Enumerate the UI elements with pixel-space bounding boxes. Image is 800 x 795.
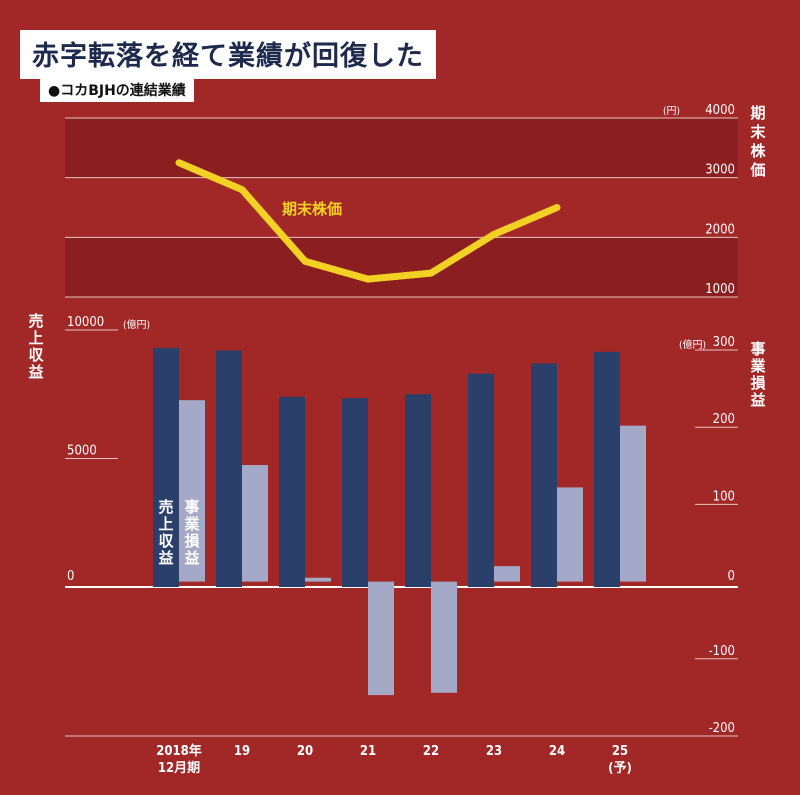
price-tick-label: 4000 [705, 103, 735, 118]
profit-tick-label: -100 [708, 644, 735, 659]
profit-series-label: 事 [184, 498, 199, 516]
x-tick-label: 24 [549, 744, 565, 759]
profit-bar [431, 581, 457, 693]
profit-tick-label: 0 [728, 569, 735, 584]
revenue-axis-label: 収 [28, 346, 44, 364]
x-tick-label: 23 [486, 744, 502, 759]
revenue-tick-label: 5000 [67, 444, 97, 459]
profit-bar [557, 487, 583, 582]
revenue-tick-label: 10000 [67, 315, 104, 330]
revenue-bar [216, 350, 242, 587]
revenue-bar [531, 363, 557, 587]
profit-axis-label: 事 [750, 340, 765, 358]
x-tick-label: (予) [608, 761, 632, 776]
x-tick-label: 25 [612, 744, 628, 759]
price-axis-label: 価 [749, 161, 765, 179]
profit-axis-label: 損 [750, 374, 766, 392]
revenue-series-label: 売 [158, 498, 173, 516]
profit-unit-label: (億円) [679, 338, 706, 351]
profit-bar [494, 566, 520, 582]
x-tick-label: 21 [360, 744, 376, 759]
x-tick-label: 2018年 [156, 743, 202, 759]
price-axis-label: 期 [750, 104, 765, 122]
revenue-series-label: 収 [158, 532, 174, 550]
stock-price-line [175, 159, 561, 283]
stock-price-series-label: 期末株価 [282, 200, 342, 218]
revenue-bar [153, 347, 179, 587]
price-tick-label: 2000 [705, 222, 735, 237]
price-axis-label: 末 [750, 123, 766, 141]
profit-axis-label: 益 [750, 391, 765, 409]
revenue-axis-label: 売 [28, 312, 43, 330]
x-tick-label: 22 [423, 744, 439, 759]
revenue-unit-label: (億円) [123, 318, 150, 331]
price-band [65, 177, 738, 238]
profit-tick-label: 100 [713, 489, 735, 504]
revenue-tick-label: 0 [67, 569, 74, 584]
profit-tick-label: 300 [713, 335, 735, 350]
price-unit-label: (円) [663, 106, 680, 117]
price-band [65, 118, 738, 178]
profit-bar [242, 465, 268, 582]
revenue-bar [594, 351, 620, 587]
chart-title: 赤字転落を経て業績が回復した [32, 41, 424, 72]
price-axis-label: 株 [750, 142, 766, 160]
profit-tick-label: 200 [713, 412, 735, 427]
price-band [65, 237, 738, 297]
price-tick-label: 3000 [705, 163, 735, 178]
x-tick-label: 19 [234, 744, 250, 759]
revenue-series-label: 上 [158, 515, 173, 533]
revenue-axis-label: 益 [28, 363, 43, 381]
chart-subtitle: ●コカBJHの連結業績 [40, 78, 194, 102]
revenue-bar [405, 394, 431, 587]
x-tick-label: 12月期 [158, 761, 200, 776]
profit-bar [305, 577, 331, 582]
revenue-series-label: 益 [158, 549, 173, 567]
revenue-bar [342, 398, 368, 587]
profit-bar [368, 581, 394, 696]
profit-series-label: 業 [183, 515, 200, 533]
profit-axis-label: 業 [749, 357, 766, 375]
x-tick-label: 20 [297, 744, 313, 759]
profit-bar [179, 400, 205, 582]
revenue-bar [279, 396, 305, 587]
profit-series-label: 益 [184, 549, 199, 567]
title-box: 赤字転落を経て業績が回復した [20, 30, 436, 79]
revenue-axis-label: 上 [28, 329, 43, 347]
revenue-bar [468, 373, 494, 587]
profit-series-label: 損 [184, 532, 200, 550]
profit-bar [620, 425, 646, 582]
price-tick-label: 1000 [705, 282, 735, 297]
profit-tick-label: -200 [708, 721, 735, 736]
